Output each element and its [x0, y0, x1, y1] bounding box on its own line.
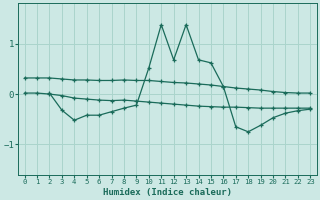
X-axis label: Humidex (Indice chaleur): Humidex (Indice chaleur): [103, 188, 232, 197]
